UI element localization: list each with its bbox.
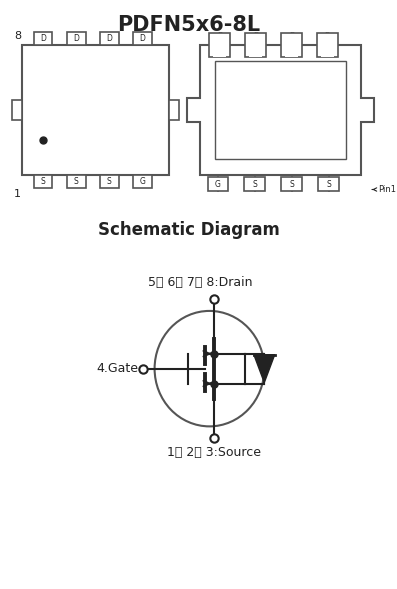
Text: D: D xyxy=(325,32,331,41)
Text: 1: 1 xyxy=(14,190,21,200)
Text: D: D xyxy=(217,32,223,41)
Text: 4.Gate: 4.Gate xyxy=(96,362,139,375)
Bar xyxy=(210,33,230,57)
Bar xyxy=(208,177,228,191)
Polygon shape xyxy=(254,355,275,383)
Text: Schematic Diagram: Schematic Diagram xyxy=(98,221,279,239)
Text: S: S xyxy=(107,177,112,186)
Bar xyxy=(318,177,339,191)
Text: S: S xyxy=(326,180,331,188)
Bar xyxy=(33,32,52,45)
Text: S: S xyxy=(289,180,294,188)
Text: Pin1: Pin1 xyxy=(372,185,396,194)
Bar xyxy=(133,32,152,45)
Text: D: D xyxy=(106,34,112,43)
Bar xyxy=(285,43,298,57)
Text: G: G xyxy=(215,180,221,188)
Text: 5、 6、 7、 8:Drain: 5、 6、 7、 8:Drain xyxy=(148,276,252,289)
Text: D: D xyxy=(73,34,79,43)
Bar xyxy=(213,43,226,57)
Bar xyxy=(33,174,52,187)
Bar xyxy=(321,43,334,57)
Text: D: D xyxy=(253,32,259,41)
Bar xyxy=(249,43,262,57)
Text: D: D xyxy=(289,32,295,41)
Bar xyxy=(215,61,346,158)
Bar xyxy=(67,174,86,187)
Bar xyxy=(281,177,302,191)
Bar xyxy=(245,177,265,191)
Text: S: S xyxy=(252,180,257,188)
Bar xyxy=(100,174,119,187)
Bar xyxy=(67,32,86,45)
Text: G: G xyxy=(139,177,145,186)
Text: S: S xyxy=(40,177,45,186)
Text: D: D xyxy=(40,34,46,43)
Bar xyxy=(281,33,302,57)
Text: PDFN5x6-8L: PDFN5x6-8L xyxy=(117,15,260,35)
Bar xyxy=(12,100,22,120)
Bar xyxy=(245,33,266,57)
Bar xyxy=(169,100,179,120)
Text: 1、 2、 3:Source: 1、 2、 3:Source xyxy=(167,446,261,459)
Text: 8: 8 xyxy=(14,31,21,41)
Bar xyxy=(22,45,169,174)
Bar xyxy=(317,33,338,57)
Text: D: D xyxy=(139,34,145,43)
Bar xyxy=(133,174,152,187)
Bar xyxy=(100,32,119,45)
Polygon shape xyxy=(187,45,374,174)
Text: S: S xyxy=(74,177,79,186)
